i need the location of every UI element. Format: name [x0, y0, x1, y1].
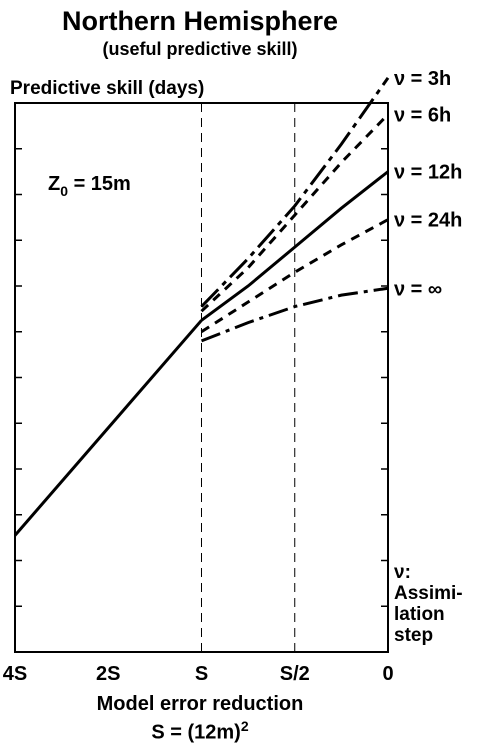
- legend-note-line-1: Assimi-: [394, 583, 463, 604]
- x-axis-label: Model error reduction: [96, 693, 304, 715]
- chart-subtitle: (useful predictive skill): [102, 39, 298, 59]
- series-line-2: [200, 170, 389, 322]
- x-tick-label: S/2: [280, 663, 310, 685]
- z0-annotation: Z0 = 15m: [48, 173, 131, 199]
- series-line-3: [200, 218, 389, 334]
- legend-note-line-3: step: [394, 625, 433, 646]
- series-line-0: [200, 76, 390, 308]
- x-tick-label: S: [195, 663, 208, 685]
- series-label-2: ν = 12h: [394, 162, 462, 184]
- chart-title: Northern Hemisphere: [61, 6, 339, 36]
- legend-note-line-0: ν:: [394, 562, 411, 583]
- x-formula-exponent: 2: [240, 718, 249, 734]
- base-skill-line: [13, 319, 203, 537]
- y-axis-label: Predictive skill (days): [10, 78, 205, 99]
- legend-note-line-2: lation: [394, 604, 445, 625]
- series-label-0: ν = 3h: [394, 68, 451, 90]
- series-line-1: [200, 113, 390, 313]
- series-label-1: ν = 6h: [394, 104, 451, 126]
- x-tick-label: 2S: [96, 663, 120, 685]
- z0-base: Z: [48, 173, 60, 195]
- z0-sub: 0: [60, 183, 68, 199]
- x-tick-label: 4S: [3, 663, 27, 685]
- series-label-3: ν = 24h: [394, 210, 462, 232]
- z0-rest: = 15m: [68, 173, 131, 195]
- series-label-4: ν = ∞: [394, 278, 442, 300]
- x-formula-base: S = (12m): [151, 721, 241, 744]
- x-tick-label: 0: [382, 663, 393, 685]
- series-line-4: [200, 286, 389, 343]
- x-axis-label-formula: S = (12m)2: [0, 718, 400, 745]
